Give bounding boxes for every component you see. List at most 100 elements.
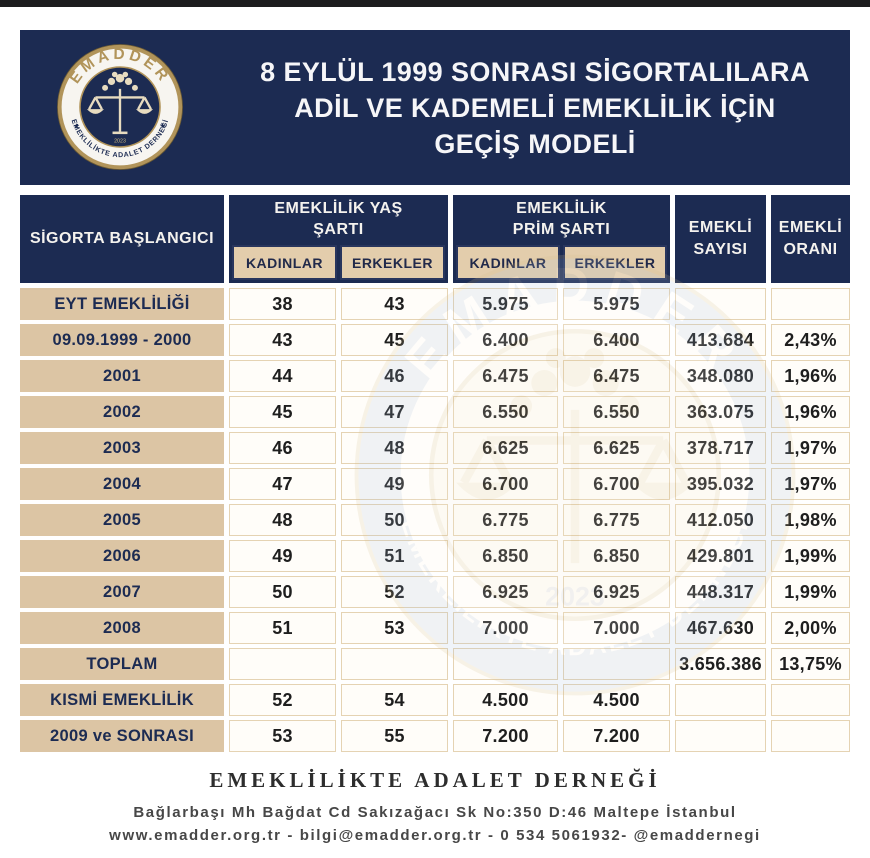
title-line-3: GEÇİŞ MODELİ	[434, 128, 636, 159]
cell-premium-women: 4.500	[453, 684, 558, 716]
footer-address: Bağlarbaşı Mh Bağdat Cd Sakızağacı Sk No…	[133, 804, 737, 821]
cell-premium-women: 6.850	[453, 540, 558, 572]
cell-premium-men: 6.850	[563, 540, 670, 572]
cell-retiree-ratio	[771, 288, 850, 320]
cell-age-women	[229, 648, 336, 680]
retirement-table: SİGORTA BAŞLANGICI EMEKLİLİK YAŞ ŞARTI K…	[20, 195, 850, 752]
cell-retiree-ratio: 1,98%	[771, 504, 850, 536]
cell-age-women: 52	[229, 684, 336, 716]
logo-star-left: ★	[73, 121, 80, 130]
cell-age-women: 44	[229, 360, 336, 392]
cell-premium-men: 6.925	[563, 576, 670, 608]
premium-subheader-row: KADINLAR ERKEKLER	[453, 245, 670, 283]
subheader-premium-women: KADINLAR	[456, 245, 560, 280]
cell-retiree-ratio: 2,43%	[771, 324, 850, 356]
cell-age-men: 52	[341, 576, 448, 608]
cell-retiree-ratio: 1,97%	[771, 432, 850, 464]
cell-age-women: 49	[229, 540, 336, 572]
cell-premium-women: 6.400	[453, 324, 558, 356]
cell-retiree-count: 348.080	[675, 360, 766, 392]
cell-age-men	[341, 648, 448, 680]
page-title: 8 EYLÜL 1999 SONRASI SİGORTALILARA ADİL …	[235, 30, 835, 185]
cell-age-men: 45	[341, 324, 448, 356]
cell-premium-men	[563, 648, 670, 680]
header-group-premium: EMEKLİLİK PRİM ŞARTI KADINLAR ERKEKLER	[453, 195, 670, 283]
age-subheader-row: KADINLAR ERKEKLER	[229, 245, 448, 283]
cell-age-women: 45	[229, 396, 336, 428]
cell-premium-women: 6.925	[453, 576, 558, 608]
cell-retiree-count: 3.656.386	[675, 648, 766, 680]
header-group-premium-label: EMEKLİLİK PRİM ŞARTI	[512, 200, 611, 238]
cell-premium-men: 6.475	[563, 360, 670, 392]
cell-premium-men: 6.775	[563, 504, 670, 536]
cell-premium-men: 6.400	[563, 324, 670, 356]
cell-retiree-ratio: 1,96%	[771, 360, 850, 392]
cell-retiree-count	[675, 684, 766, 716]
cell-premium-men: 6.550	[563, 396, 670, 428]
cell-age-men: 50	[341, 504, 448, 536]
cell-premium-women: 7.000	[453, 612, 558, 644]
cell-age-men: 51	[341, 540, 448, 572]
cell-premium-women: 6.550	[453, 396, 558, 428]
cell-premium-men: 6.625	[563, 432, 670, 464]
cell-age-women: 47	[229, 468, 336, 500]
cell-premium-women: 6.700	[453, 468, 558, 500]
footer-contact: www.emadder.org.tr - bilgi@emadder.org.t…	[109, 827, 761, 844]
row-label-cell: 2008	[20, 612, 224, 644]
row-label-cell: 2005	[20, 504, 224, 536]
scales-of-justice-icon	[102, 71, 138, 91]
cell-age-men: 43	[341, 288, 448, 320]
cell-retiree-ratio: 1,96%	[771, 396, 850, 428]
cell-age-men: 49	[341, 468, 448, 500]
table-header: SİGORTA BAŞLANGICI EMEKLİLİK YAŞ ŞARTI K…	[20, 195, 850, 283]
cell-retiree-ratio	[771, 720, 850, 752]
cell-retiree-count: 378.717	[675, 432, 766, 464]
title-line-2: ADİL VE KADEMELİ EMEKLİLİK İÇİN	[294, 92, 776, 123]
cell-premium-men: 7.200	[563, 720, 670, 752]
emadder-seal-icon: EMADDER EMEKLİLİKTE ADALET DERNEĞİ ★ ★	[57, 44, 183, 170]
row-label-cell: 2007	[20, 576, 224, 608]
cell-age-women: 53	[229, 720, 336, 752]
row-label-cell: 2003	[20, 432, 224, 464]
cell-premium-women	[453, 648, 558, 680]
cell-premium-men: 7.000	[563, 612, 670, 644]
cell-premium-men: 5.975	[563, 288, 670, 320]
cell-age-women: 50	[229, 576, 336, 608]
cell-retiree-count: 363.075	[675, 396, 766, 428]
row-label-cell: 2006	[20, 540, 224, 572]
footer-org-name: EMEKLİLİKTE ADALET DERNEĞİ	[209, 768, 661, 792]
row-label-cell: KISMİ EMEKLİLİK	[20, 684, 224, 716]
cell-age-women: 38	[229, 288, 336, 320]
logo-star-right: ★	[159, 121, 166, 130]
cell-retiree-ratio	[771, 684, 850, 716]
cell-age-women: 51	[229, 612, 336, 644]
row-label-cell: 09.09.1999 - 2000	[20, 324, 224, 356]
cell-age-men: 55	[341, 720, 448, 752]
cell-premium-women: 6.475	[453, 360, 558, 392]
subheader-premium-men: ERKEKLER	[563, 245, 667, 280]
top-border-strip	[0, 0, 870, 7]
cell-premium-women: 5.975	[453, 288, 558, 320]
title-line-1: 8 EYLÜL 1999 SONRASI SİGORTALILARA	[260, 56, 810, 87]
header-retiree-count: EMEKLİ SAYISI	[675, 195, 766, 283]
cell-retiree-count: 429.801	[675, 540, 766, 572]
row-label-cell: 2009 ve SONRASI	[20, 720, 224, 752]
cell-retiree-ratio: 1,97%	[771, 468, 850, 500]
cell-age-men: 46	[341, 360, 448, 392]
cell-retiree-count: 448.317	[675, 576, 766, 608]
row-label-cell: 2002	[20, 396, 224, 428]
cell-retiree-count: 395.032	[675, 468, 766, 500]
cell-retiree-ratio: 1,99%	[771, 576, 850, 608]
header-retiree-ratio: EMEKLİ ORANI	[771, 195, 850, 283]
cell-age-men: 54	[341, 684, 448, 716]
cell-retiree-count	[675, 720, 766, 752]
subheader-age-women: KADINLAR	[232, 245, 337, 280]
emadder-logo: EMADDER EMEKLİLİKTE ADALET DERNEĞİ ★ ★	[56, 43, 184, 171]
subheader-age-men: ERKEKLER	[340, 245, 445, 280]
row-label-cell: 2004	[20, 468, 224, 500]
cell-retiree-count: 413.684	[675, 324, 766, 356]
header-band: EMADDER EMEKLİLİKTE ADALET DERNEĞİ ★ ★	[20, 30, 850, 185]
cell-age-men: 48	[341, 432, 448, 464]
cell-retiree-ratio: 2,00%	[771, 612, 850, 644]
row-label-cell: EYT EMEKLİLİĞİ	[20, 288, 224, 320]
